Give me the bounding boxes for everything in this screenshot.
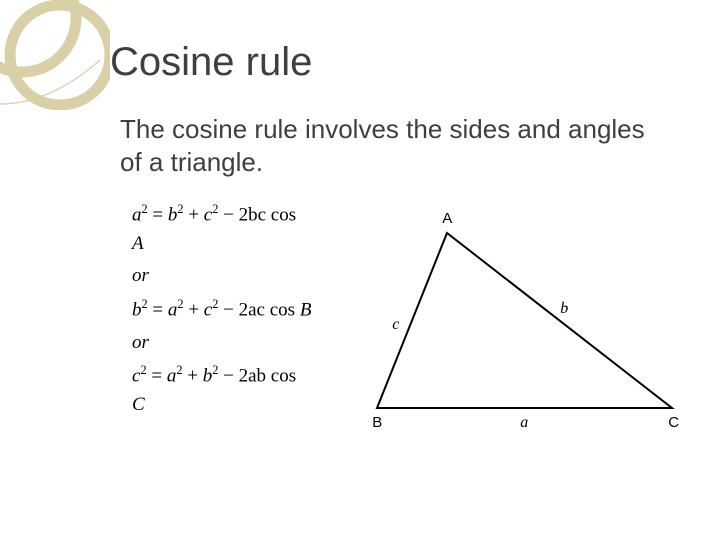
- vertex-A-label: A: [442, 210, 452, 227]
- equation-2: b2 = a2 + c2 − 2ac cos B: [132, 295, 312, 325]
- formula-block: a2 = b2 + c2 − 2bc cos A or b2 = a2 + c2…: [110, 198, 312, 421]
- side-c-label: c: [392, 316, 399, 334]
- or-2: or: [132, 329, 312, 358]
- side-b-label: b: [560, 300, 568, 318]
- or-1: or: [132, 262, 312, 291]
- vertex-B-label: B: [372, 414, 382, 431]
- side-a-label: a: [520, 414, 528, 432]
- equation-3: c2 = a2 + b2 − 2ab cos C: [132, 361, 312, 419]
- vertex-C-label: C: [668, 414, 679, 431]
- body-text: The cosine rule involves the sides and a…: [120, 113, 670, 178]
- triangle-shape: [377, 233, 672, 408]
- triangle-diagram: A B C a b c: [372, 208, 680, 438]
- slide-title: Cosine rule: [110, 40, 680, 85]
- equation-1: a2 = b2 + c2 − 2bc cos A: [132, 200, 312, 258]
